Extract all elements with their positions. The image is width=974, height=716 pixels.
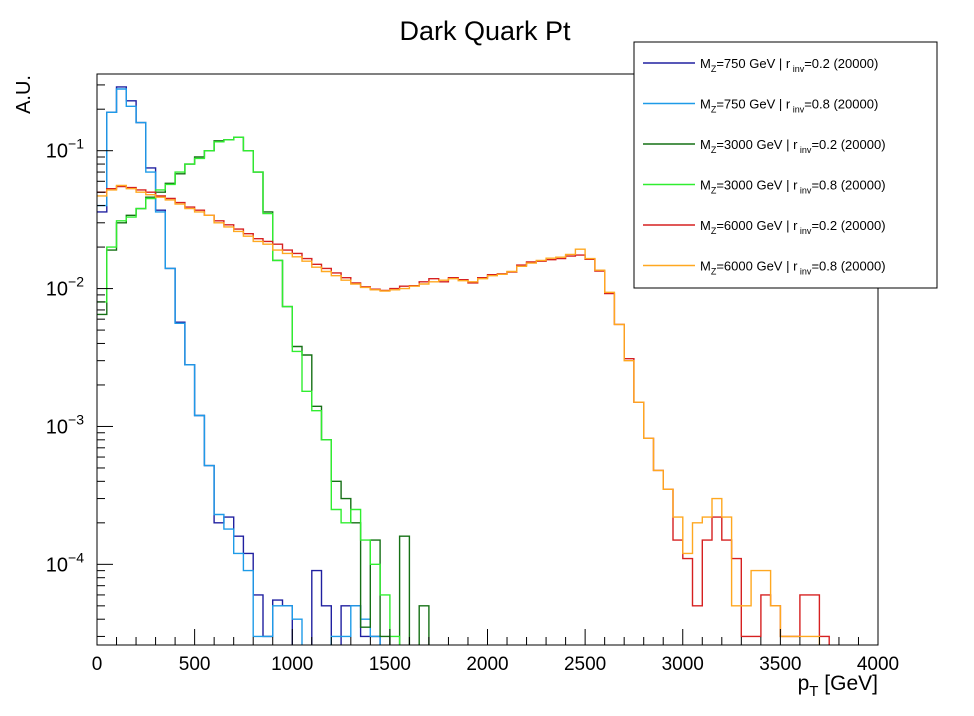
y-tick-label: 10−2 <box>46 274 84 301</box>
x-tick-label: 3500 <box>759 654 801 675</box>
legend-label: MZ=6000 GeV | r inv=0.8 (20000) <box>700 259 886 277</box>
legend-label: MZ=6000 GeV | r inv=0.2 (20000) <box>700 218 886 236</box>
x-axis-label-sub: T <box>809 683 818 700</box>
series-line-6 <box>97 184 821 645</box>
x-axis-label: pT [GeV] <box>798 672 878 700</box>
legend: MZ=750 GeV | r inv=0.2 (20000) MZ=750 GeV… <box>633 41 938 289</box>
x-tick-label: 3000 <box>662 654 704 675</box>
x-axis-label-unit: [GeV] <box>818 672 878 695</box>
series-line-2 <box>97 88 381 645</box>
legend-label: MZ=3000 GeV | r inv=0.8 (20000) <box>700 178 886 196</box>
legend-entry-4: MZ=3000 GeV | r inv=0.8 (20000) <box>643 178 886 196</box>
x-tick-label: 0 <box>92 654 103 675</box>
y-tick-label: 10−1 <box>46 136 84 163</box>
x-tick-label: 2000 <box>466 654 508 675</box>
legend-entry-5: MZ=6000 GeV | r inv=0.2 (20000) <box>643 218 886 236</box>
legend-box <box>633 41 938 289</box>
chart-title: Dark Quark Pt <box>399 16 571 46</box>
legend-entry-6: MZ=6000 GeV | r inv=0.8 (20000) <box>643 259 886 277</box>
legend-entry-1: MZ=750 GeV | r inv=0.2 (20000) <box>643 56 878 74</box>
x-tick-label: 2500 <box>564 654 606 675</box>
x-tick-label: 500 <box>179 654 211 675</box>
y-axis-label: A.U. <box>13 75 35 114</box>
x-tick-label: 1500 <box>369 654 411 675</box>
legend-label: MZ=750 GeV | r inv=0.2 (20000) <box>700 56 878 74</box>
legend-entry-2: MZ=750 GeV | r inv=0.8 (20000) <box>643 97 878 115</box>
legend-label: MZ=3000 GeV | r inv=0.2 (20000) <box>700 137 886 155</box>
y-axis: 10−4 10−3 10−2 10−1 <box>46 84 113 637</box>
x-tick-label: 1000 <box>271 654 313 675</box>
y-tick-label: 10−4 <box>46 549 84 576</box>
plot-area: 0 500 1000 1500 2000 2500 3000 3500 4000 10−410−… <box>46 73 899 675</box>
y-tick-label: 10−3 <box>46 411 84 438</box>
legend-label: MZ=750 GeV | r inv=0.8 (20000) <box>700 97 878 115</box>
x-axis-label-main: p <box>798 672 810 695</box>
x-tick-label: 4000 <box>857 654 899 675</box>
x-axis: 0 500 1000 1500 2000 2500 3000 3500 4000 <box>92 629 899 675</box>
legend-entry-3: MZ=3000 GeV | r inv=0.2 (20000) <box>643 137 886 155</box>
